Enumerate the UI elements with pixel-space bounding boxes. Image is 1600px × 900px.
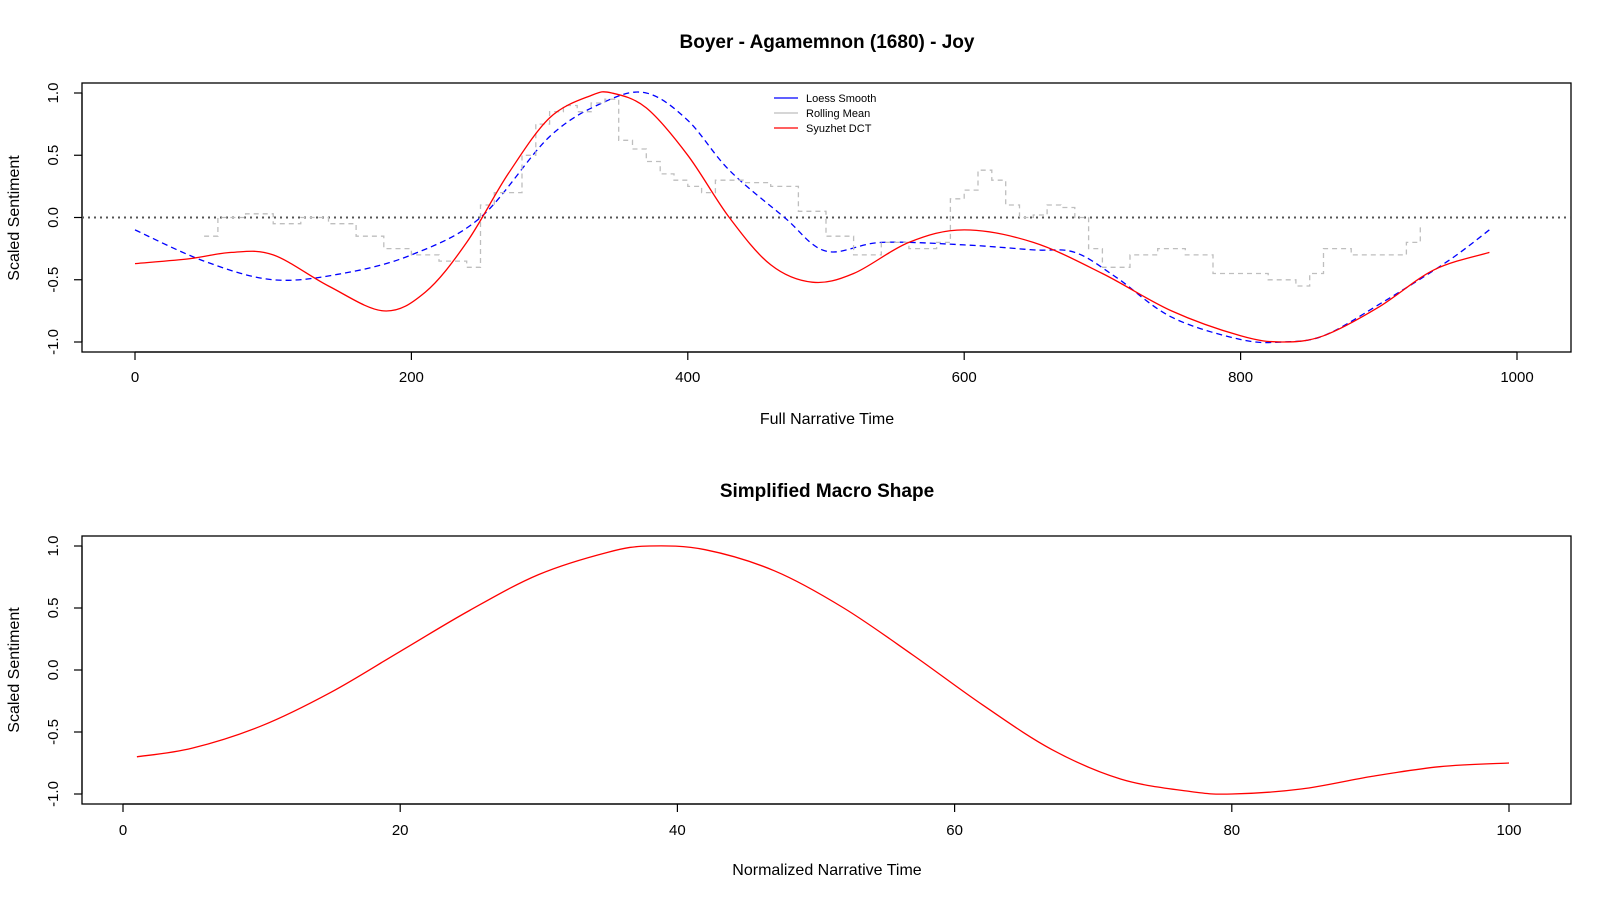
x-tick-label: 60 [946, 822, 963, 839]
y-tick-label: 1.0 [45, 83, 62, 104]
series-line-rolling-mean [204, 98, 1421, 287]
series-line-macro-shape [136, 545, 1510, 795]
y-tick-label: 1.0 [45, 536, 62, 557]
legend-label-dct: Syuzhet DCT [806, 123, 872, 135]
legend: Loess Smooth Rolling Mean Syuzhet DCT [774, 93, 876, 135]
x-tick-label: 0 [131, 369, 139, 386]
legend-label-loess: Loess Smooth [806, 93, 876, 105]
x-tick-label: 100 [1496, 822, 1521, 839]
y-tick-label: 0.5 [45, 145, 62, 166]
x-tick-label: 800 [1228, 369, 1253, 386]
y-tick-label: -0.5 [45, 267, 62, 293]
x-tick-label: 20 [392, 822, 409, 839]
y-tick-label: -1.0 [45, 329, 62, 355]
bottom-x-ticks: 0 20 40 60 80 100 [119, 803, 1522, 839]
x-tick-label: 1000 [1500, 369, 1533, 386]
bottom-y-axis-label: Scaled Sentiment [6, 607, 23, 733]
top-x-axis-label: Full Narrative Time [760, 411, 894, 428]
x-tick-label: 80 [1223, 822, 1240, 839]
bottom-series-group [136, 545, 1510, 795]
y-tick-label: -0.5 [45, 719, 62, 745]
top-chart-title: Boyer - Agamemnon (1680) - Joy [680, 32, 975, 53]
legend-label-rolling: Rolling Mean [806, 108, 870, 120]
top-panel: Boyer - Agamemnon (1680) - Joy Full Narr… [6, 32, 1572, 428]
y-tick-label: 0.0 [45, 207, 62, 228]
y-tick-label: 0.5 [45, 598, 62, 619]
series-line-syuzhet-dct [134, 91, 1490, 343]
bottom-panel: Simplified Macro Shape Normalized Narrat… [6, 481, 1572, 879]
bottom-chart-title: Simplified Macro Shape [720, 481, 934, 502]
x-tick-label: 0 [119, 822, 127, 839]
x-tick-label: 400 [675, 369, 700, 386]
top-series-group [134, 91, 1490, 344]
top-y-axis-label: Scaled Sentiment [6, 155, 23, 281]
top-y-ticks: -1.0 -0.5 0.0 0.5 1.0 [45, 83, 83, 355]
bottom-plot-frame [81, 535, 1572, 805]
y-tick-label: 0.0 [45, 660, 62, 681]
x-tick-label: 600 [952, 369, 977, 386]
x-tick-label: 40 [669, 822, 686, 839]
y-tick-label: -1.0 [45, 781, 62, 807]
top-x-ticks: 0 200 400 600 800 1000 [131, 351, 1534, 386]
bottom-x-axis-label: Normalized Narrative Time [732, 862, 921, 879]
x-tick-label: 200 [399, 369, 424, 386]
bottom-y-ticks: -1.0 -0.5 0.0 0.5 1.0 [45, 536, 83, 807]
